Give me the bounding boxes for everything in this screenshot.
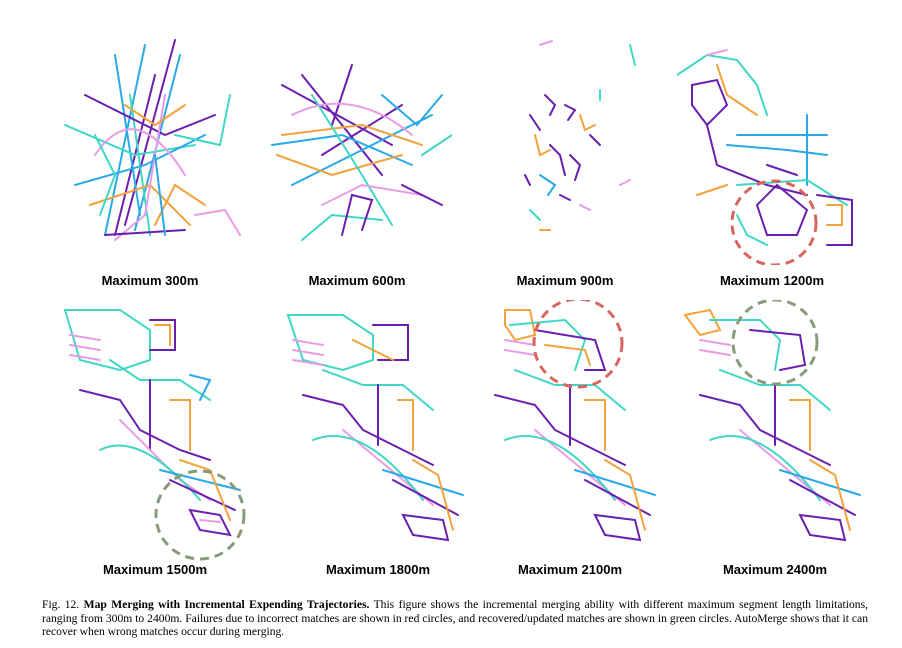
map-1500m: [63, 309, 246, 561]
panel-label: Maximum 1500m: [102, 562, 208, 577]
panel-1800m: Maximum 1800m: [283, 300, 473, 577]
map-2400m: [683, 300, 861, 542]
panel-label: Maximum 2400m: [722, 562, 828, 577]
panel-label: Maximum 1800m: [325, 562, 431, 577]
panel-2400m: Maximum 2400m: [680, 300, 870, 577]
map-900m: [524, 40, 636, 231]
map-1800m: [286, 314, 464, 542]
panel-label: Maximum 600m: [308, 273, 406, 288]
panel-2100m: Maximum 2100m: [475, 300, 665, 577]
red-circle-marker: [730, 179, 818, 265]
red-circle-marker: [532, 300, 624, 389]
map-300m: [64, 39, 241, 241]
panel-label: Maximum 900m: [516, 273, 614, 288]
panel-label: Maximum 300m: [101, 273, 199, 288]
map-2100m: [494, 300, 656, 542]
figure-caption: Fig. 12. Map Merging with Incremental Ex…: [42, 598, 868, 639]
panel-label: Maximum 1200m: [719, 273, 825, 288]
panel-1500m: Maximum 1500m: [60, 300, 250, 577]
caption-prefix: Fig. 12.: [42, 598, 80, 611]
panel-label: Maximum 2100m: [517, 562, 623, 577]
green-circle-marker: [731, 300, 819, 386]
panel-300m: Maximum 300m: [55, 35, 245, 288]
map-1200m: [677, 49, 853, 265]
caption-body: This figure shows the incremental mergin…: [42, 598, 868, 639]
panel-900m: Maximum 900m: [470, 35, 660, 288]
green-circle-marker: [154, 469, 246, 561]
panel-1200m: Maximum 1200m: [677, 35, 867, 288]
panel-600m: Maximum 600m: [262, 35, 452, 288]
caption-title: Map Merging with Incremental Expending T…: [83, 598, 370, 611]
map-600m: [271, 64, 452, 241]
